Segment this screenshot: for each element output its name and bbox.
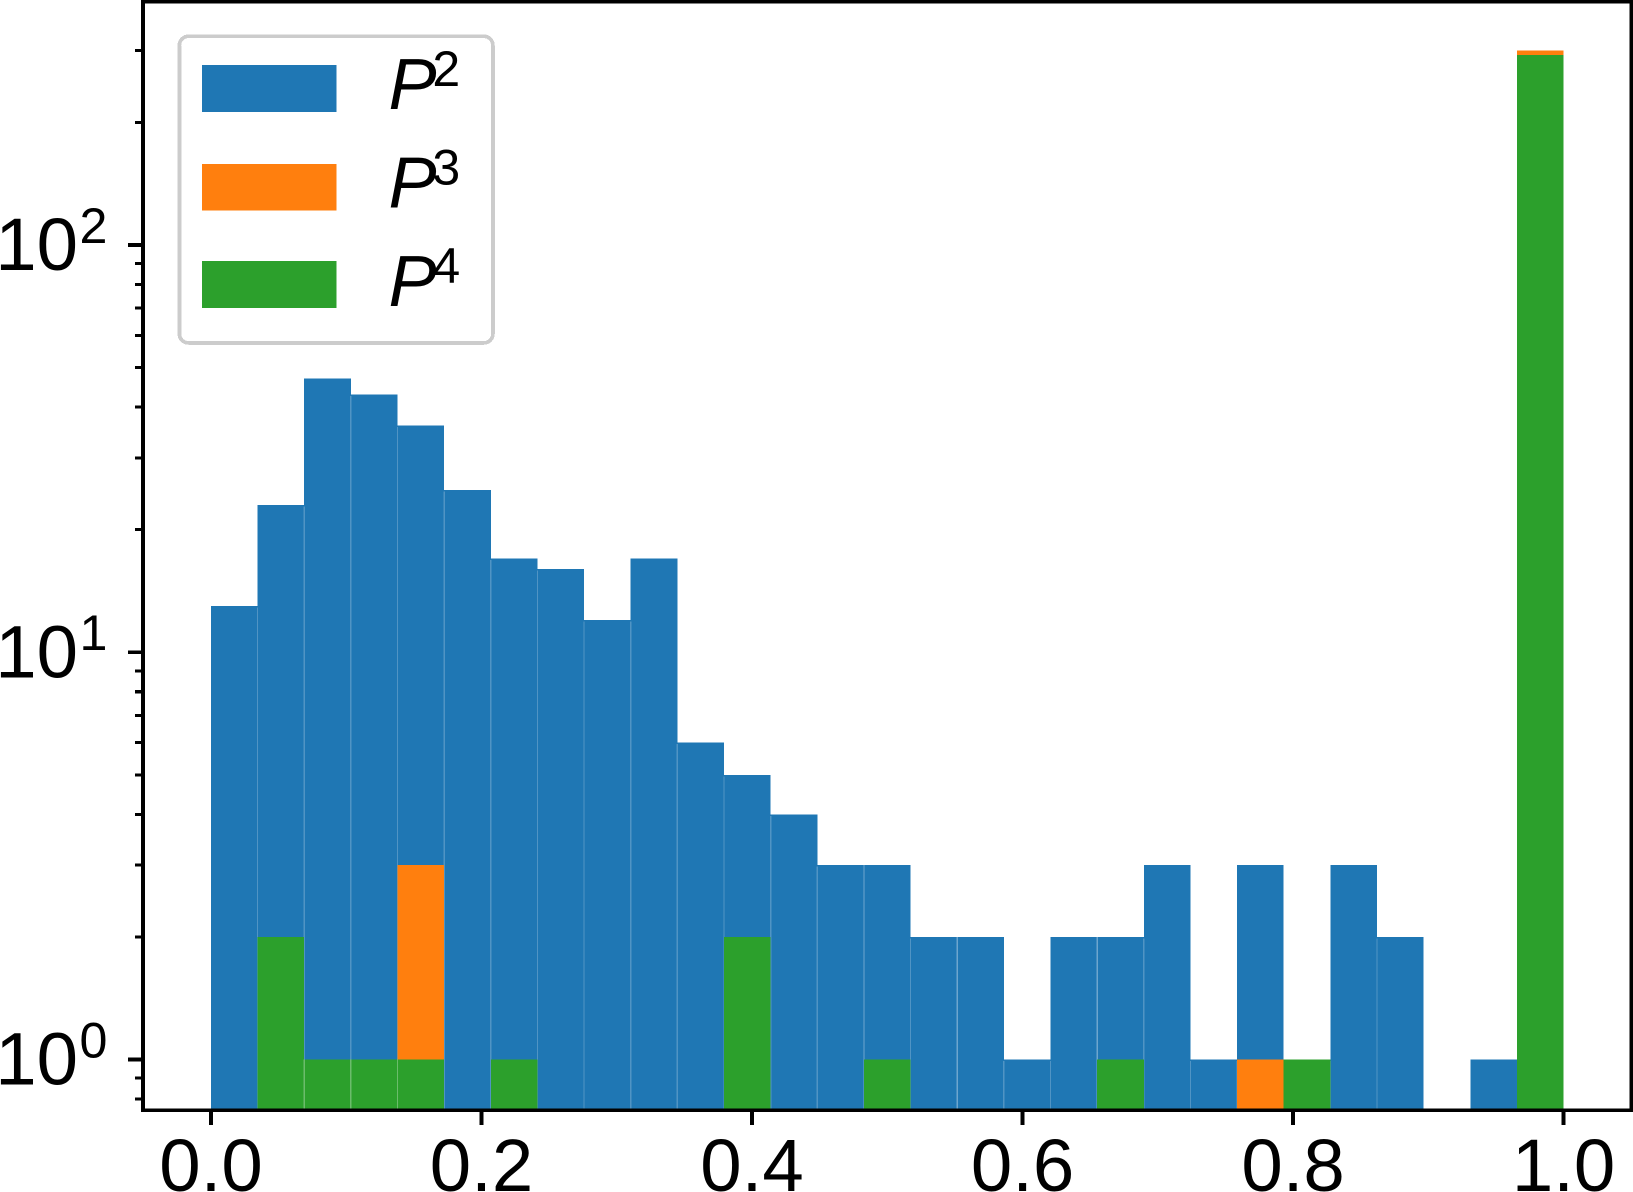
svg-text:P: P <box>389 144 437 224</box>
svg-text:1.0: 1.0 <box>1512 1124 1615 1192</box>
svg-text:0.4: 0.4 <box>700 1124 803 1192</box>
svg-text:10: 10 <box>0 611 78 694</box>
svg-text:0.2: 0.2 <box>430 1124 533 1192</box>
svg-text:P: P <box>389 242 437 322</box>
svg-text:0.0: 0.0 <box>159 1124 262 1192</box>
svg-text:0: 0 <box>80 1012 108 1068</box>
svg-text:4: 4 <box>432 238 460 294</box>
svg-text:1: 1 <box>80 605 108 661</box>
svg-text:2: 2 <box>432 41 460 97</box>
svg-text:10: 10 <box>0 1018 78 1101</box>
svg-text:3: 3 <box>432 140 460 196</box>
svg-text:10: 10 <box>0 203 78 286</box>
svg-text:0.8: 0.8 <box>1241 1124 1344 1192</box>
svg-text:2: 2 <box>80 198 108 254</box>
svg-text:0.6: 0.6 <box>971 1124 1074 1192</box>
svg-text:P: P <box>389 45 437 125</box>
